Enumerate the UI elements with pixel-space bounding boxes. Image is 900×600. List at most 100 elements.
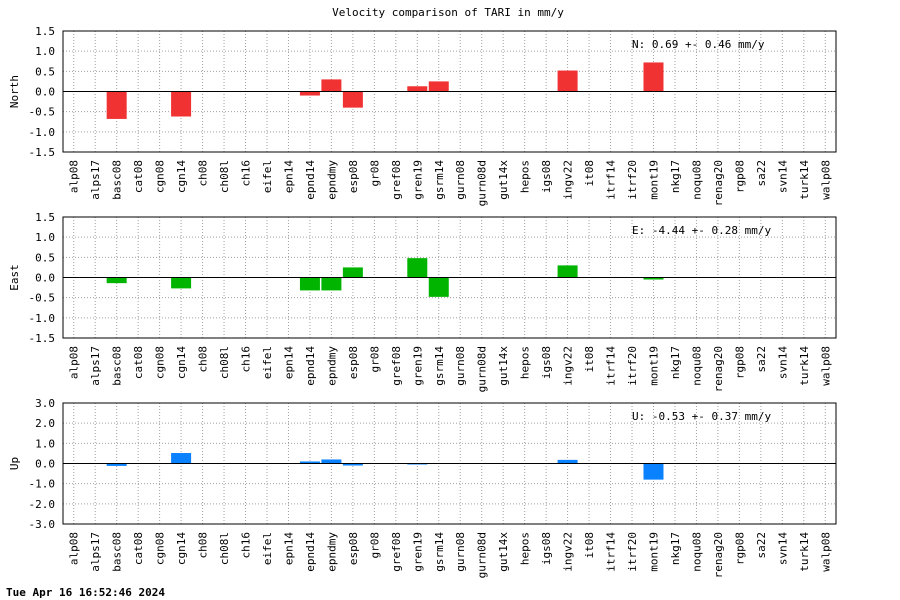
x-tick-label: sa22 <box>755 160 768 187</box>
x-tick-label: gren19 <box>411 532 424 572</box>
x-tick-label: eifel <box>261 160 274 193</box>
x-tick-label: mont19 <box>647 532 660 572</box>
x-tick-label: cgn08 <box>154 160 167 193</box>
x-tick-label: alps17 <box>89 346 102 386</box>
x-tick-label: itrf20 <box>626 160 639 200</box>
x-tick-label: cgn14 <box>175 346 188 379</box>
x-tick-label: eifel <box>261 346 274 379</box>
x-tick-label: ch16 <box>240 532 253 559</box>
x-tick-label: rgp08 <box>733 346 746 379</box>
y-axis-label: East <box>8 264 21 291</box>
x-tick-label: walp08 <box>819 346 832 386</box>
y-tick-label: 1.0 <box>35 437 55 450</box>
x-tick-label: gurn08d <box>476 160 489 206</box>
x-tick-label: cgn08 <box>154 532 167 565</box>
x-tick-label: alp08 <box>68 160 81 193</box>
x-tick-label: ch08l <box>218 346 231 379</box>
x-tick-label: svn14 <box>776 160 789 193</box>
plot-frame <box>62 402 837 525</box>
x-tick-label: svn14 <box>776 532 789 565</box>
y-tick-label: 2.0 <box>35 417 55 430</box>
bar-basc08 <box>106 463 127 466</box>
bar-gsrm14 <box>428 277 449 297</box>
x-tick-label: it08 <box>583 346 596 373</box>
x-tick-label: alps17 <box>89 532 102 572</box>
x-tick-label: hepos <box>519 346 532 379</box>
x-tick-label: svn14 <box>776 346 789 379</box>
bar-cgn14 <box>171 91 192 117</box>
x-tick-label: cat08 <box>132 532 145 565</box>
x-tick-label: noqu08 <box>690 532 703 572</box>
x-tick-label: basc08 <box>111 160 124 200</box>
x-tick-label: renag20 <box>712 532 725 578</box>
y-tick-label: 0.5 <box>35 65 55 78</box>
x-tick-label: gsrm14 <box>433 160 446 200</box>
x-tick-label: noqu08 <box>690 160 703 200</box>
x-tick-label: igs08 <box>540 346 553 379</box>
x-tick-label: turk14 <box>798 160 811 200</box>
bar-esp08 <box>342 267 363 278</box>
bar-epnd14 <box>299 91 320 96</box>
x-tick-label: sa22 <box>755 346 768 373</box>
x-tick-label: itrf14 <box>605 532 618 572</box>
y-axis-label: North <box>8 75 21 108</box>
x-tick-label: gurn08 <box>454 346 467 386</box>
bar-gren19 <box>407 258 428 278</box>
bar-gren19 <box>407 86 428 92</box>
x-tick-label: alps17 <box>89 160 102 200</box>
x-tick-label: ch16 <box>240 160 253 187</box>
x-tick-label: alp08 <box>68 532 81 565</box>
plot-frame <box>62 30 837 153</box>
x-tick-label: epndmy <box>325 160 338 200</box>
x-tick-label: gut14x <box>497 532 510 572</box>
x-tick-label: rgp08 <box>733 532 746 565</box>
velocity-annotation: E: -4.44 +- 0.28 mm/y <box>632 224 771 237</box>
x-tick-label: epndmy <box>325 532 338 572</box>
x-tick-label: itrf14 <box>605 346 618 386</box>
x-tick-label: basc08 <box>111 346 124 386</box>
x-tick-label: walp08 <box>819 160 832 200</box>
x-tick-label: itrf20 <box>626 532 639 572</box>
y-tick-label: 1.5 <box>35 211 55 224</box>
x-tick-label: gref08 <box>390 346 403 386</box>
y-axis-label: Up <box>8 457 21 470</box>
y-tick-label: 3.0 <box>35 397 55 410</box>
y-tick-label: 1.0 <box>35 231 55 244</box>
bar-esp08 <box>342 91 363 108</box>
bar-gsrm14 <box>428 81 449 92</box>
bar-ingv22 <box>557 70 578 92</box>
x-tick-label: itrf14 <box>605 160 618 200</box>
x-tick-label: gren19 <box>411 160 424 200</box>
y-tick-label: -3.0 <box>29 518 56 531</box>
x-tick-label: epnd14 <box>304 346 317 386</box>
x-tick-label: epn14 <box>282 532 295 565</box>
x-tick-label: noqu08 <box>690 346 703 386</box>
x-tick-label: gren19 <box>411 346 424 386</box>
y-tick-label: 1.5 <box>35 25 55 38</box>
x-tick-label: epn14 <box>282 160 295 193</box>
x-tick-label: turk14 <box>798 346 811 386</box>
bar-epndmy <box>321 79 342 92</box>
x-tick-label: igs08 <box>540 532 553 565</box>
x-tick-label: renag20 <box>712 346 725 392</box>
bar-mont19 <box>643 62 664 92</box>
plot-frame <box>62 216 837 339</box>
x-tick-label: gsrm14 <box>433 532 446 572</box>
x-tick-label: gref08 <box>390 532 403 572</box>
x-tick-label: eifel <box>261 532 274 565</box>
bar-basc08 <box>106 91 127 119</box>
chart-title: Velocity comparison of TARI in mm/y <box>332 6 564 19</box>
timestamp-footer: Tue Apr 16 16:52:46 2024 <box>6 586 165 599</box>
x-tick-label: gr08 <box>368 532 381 559</box>
x-tick-label: ch08 <box>197 160 210 187</box>
x-tick-label: cat08 <box>132 346 145 379</box>
y-tick-label: -2.0 <box>29 498 56 511</box>
y-tick-label: -0.5 <box>29 292 56 305</box>
x-tick-label: igs08 <box>540 160 553 193</box>
velocity-annotation: U: -0.53 +- 0.37 mm/y <box>632 410 771 423</box>
bar-epnd14 <box>299 277 320 291</box>
x-tick-label: gsrm14 <box>433 346 446 386</box>
y-tick-label: -1.0 <box>29 312 56 325</box>
y-tick-label: -0.5 <box>29 106 56 119</box>
velocity-annotation: N: 0.69 +- 0.46 mm/y <box>632 38 765 51</box>
